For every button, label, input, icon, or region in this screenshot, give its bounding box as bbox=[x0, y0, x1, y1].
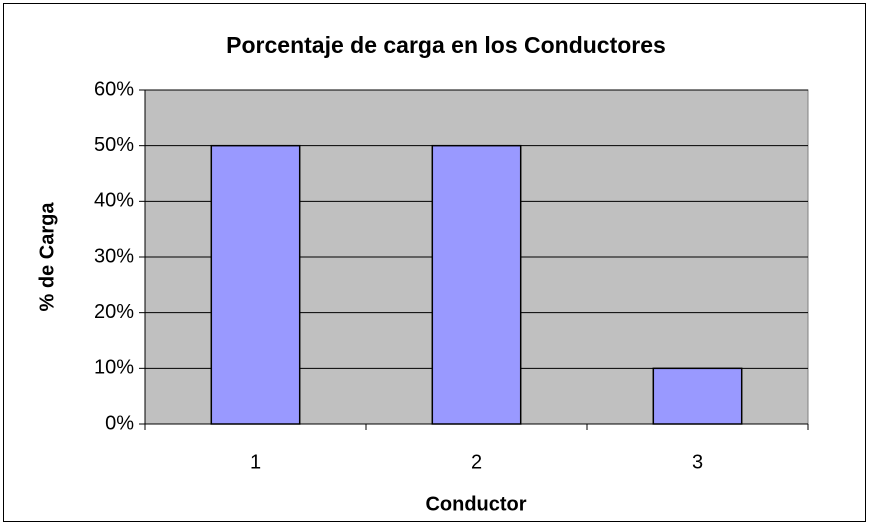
x-tick-label: 3 bbox=[692, 451, 703, 473]
y-tick-label: 50% bbox=[94, 134, 134, 156]
chart-title: Porcentaje de carga en los Conductores bbox=[226, 32, 666, 58]
x-tick-label: 1 bbox=[250, 451, 261, 473]
y-tick-label: 60% bbox=[94, 78, 134, 100]
bar bbox=[652, 367, 743, 425]
bar bbox=[210, 144, 301, 425]
bar bbox=[431, 144, 522, 425]
x-tick-label: 2 bbox=[471, 451, 482, 473]
x-axis-label: Conductor bbox=[425, 493, 526, 515]
y-tick-label: 10% bbox=[94, 357, 134, 379]
y-tick-label: 40% bbox=[94, 190, 134, 212]
y-axis-label: % de Carga bbox=[36, 202, 58, 312]
y-tick-label: 20% bbox=[94, 301, 134, 323]
y-tick-label: 30% bbox=[94, 245, 134, 267]
y-tick-label: 0% bbox=[105, 412, 134, 434]
